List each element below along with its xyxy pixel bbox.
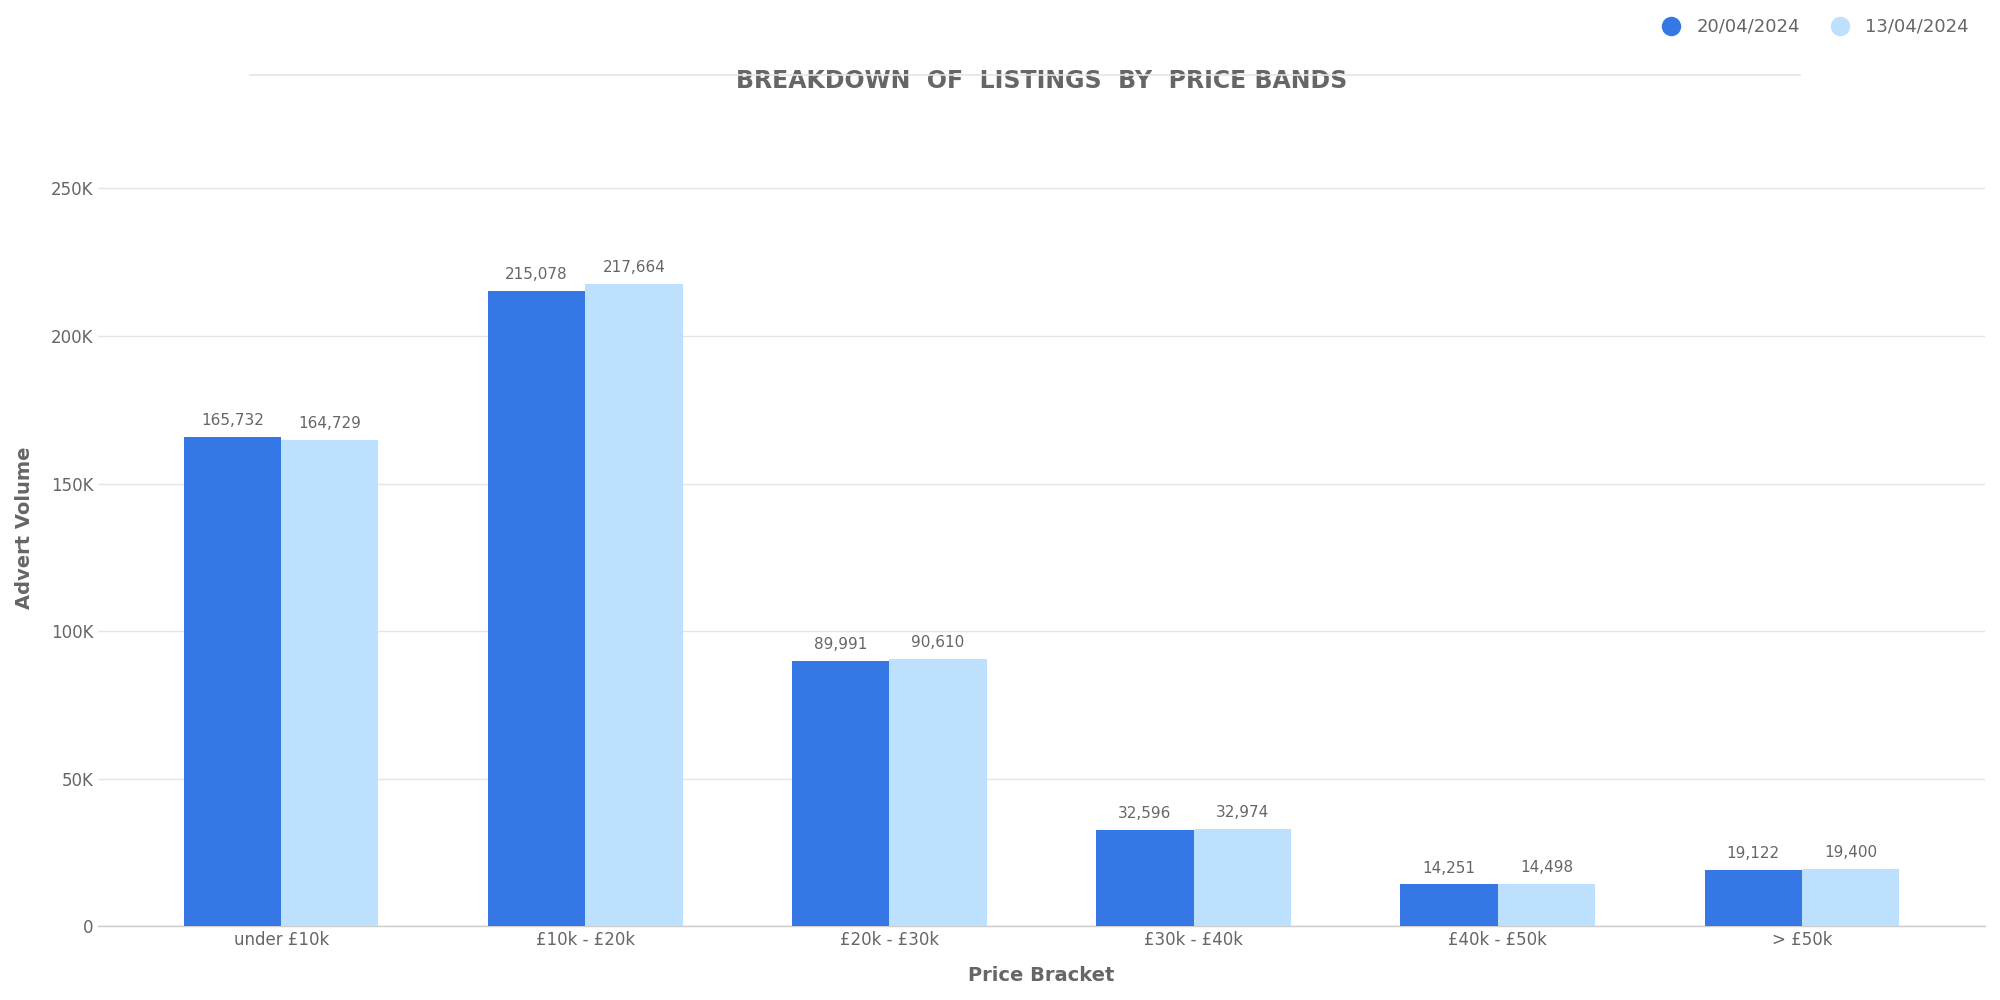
Text: 14,251: 14,251 (1422, 861, 1476, 876)
Text: 14,498: 14,498 (1520, 860, 1572, 875)
Legend: 20/04/2024, 13/04/2024: 20/04/2024, 13/04/2024 (1646, 11, 1976, 43)
Text: 19,122: 19,122 (1726, 846, 1780, 861)
Text: 19,400: 19,400 (1824, 845, 1878, 860)
Text: 32,596: 32,596 (1118, 806, 1172, 821)
Bar (1498, 884, 1596, 926)
Bar (184, 437, 282, 926)
Bar (488, 291, 586, 926)
Bar (1802, 869, 1900, 926)
Bar (1194, 829, 1290, 926)
Bar (1704, 870, 1802, 926)
Bar (890, 659, 986, 926)
Text: 90,610: 90,610 (912, 635, 964, 650)
Y-axis label: Advert Volume: Advert Volume (14, 447, 34, 609)
Bar (1400, 884, 1498, 926)
Title: BREAKDOWN  OF  LISTINGS  BY  PRICE BANDS: BREAKDOWN OF LISTINGS BY PRICE BANDS (736, 69, 1348, 93)
Text: 32,974: 32,974 (1216, 805, 1268, 820)
Text: 89,991: 89,991 (814, 637, 868, 652)
Text: 164,729: 164,729 (298, 416, 362, 431)
Text: 215,078: 215,078 (506, 267, 568, 282)
Text: 217,664: 217,664 (602, 260, 666, 275)
Text: 165,732: 165,732 (202, 413, 264, 428)
Bar (282, 440, 378, 926)
Bar (1096, 830, 1194, 926)
Bar (586, 284, 682, 926)
X-axis label: Price Bracket: Price Bracket (968, 966, 1114, 985)
Bar (792, 661, 890, 926)
